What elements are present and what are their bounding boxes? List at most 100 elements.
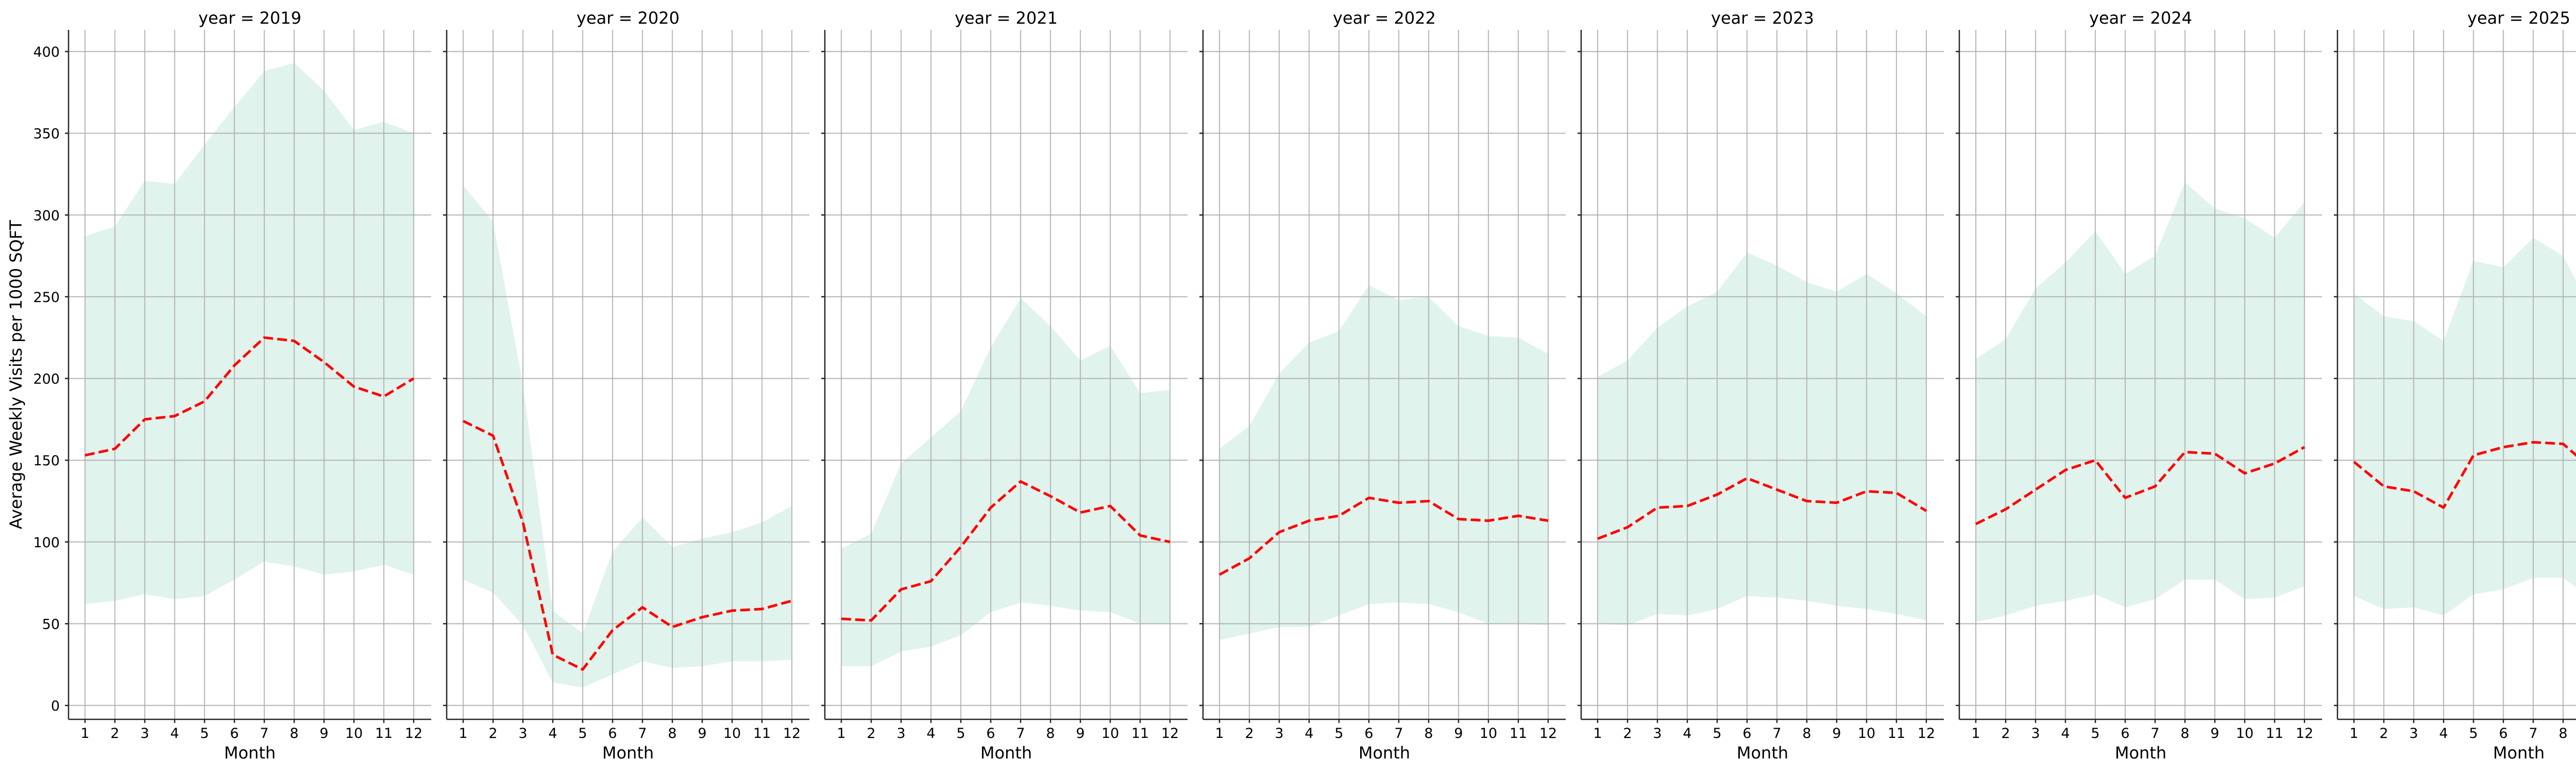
- percentile-band: [1976, 182, 2304, 622]
- grid-lines: [1581, 30, 1944, 719]
- x-tick-label: 8: [290, 726, 298, 742]
- x-tick-label: 3: [1275, 726, 1283, 742]
- panel-title: year = 2022: [1333, 8, 1436, 28]
- x-tick-label: 1: [2349, 726, 2358, 742]
- x-tick-label: 4: [1304, 726, 1313, 742]
- x-axis-label: Month: [602, 743, 654, 763]
- grid-lines: [69, 30, 431, 719]
- x-tick-label: 12: [1161, 726, 1179, 742]
- x-tick-label: 5: [2091, 726, 2099, 742]
- median-line: [1218, 496, 1549, 576]
- panel-title: year = 2019: [198, 8, 301, 28]
- x-tick-label: 10: [723, 726, 741, 742]
- x-tick-label: 6: [608, 726, 617, 742]
- x-tick-label: 1: [1215, 726, 1224, 742]
- x-tick-label: 4: [926, 726, 935, 742]
- x-tick-label: 3: [896, 726, 905, 742]
- x-tick-label: 2: [867, 726, 875, 742]
- grid-lines: [825, 30, 1188, 719]
- x-tick-label: 3: [518, 726, 527, 742]
- x-tick-label: 12: [405, 726, 422, 742]
- percentile-band: [85, 63, 414, 604]
- x-tick-label: 10: [1858, 726, 1875, 742]
- x-tick-label: 12: [1539, 726, 1557, 742]
- x-tick-label: 3: [2409, 726, 2418, 742]
- x-tick-label: 8: [1046, 726, 1055, 742]
- x-tick-label: 9: [1454, 726, 1463, 742]
- x-tick-label: 9: [1076, 726, 1084, 742]
- x-tick-label: 7: [2529, 726, 2537, 742]
- y-axis-label: Average Weekly Visits per 1000 SQFT: [6, 220, 26, 529]
- x-tick-label: 11: [2266, 726, 2283, 742]
- x-tick-label: 3: [140, 726, 149, 742]
- median-line: [2353, 441, 2576, 509]
- x-tick-label: 8: [2180, 726, 2189, 742]
- x-axis-label: Month: [2115, 743, 2166, 763]
- x-tick-label: 6: [1742, 726, 1751, 742]
- x-tick-label: 7: [638, 726, 647, 742]
- y-tick-label: 100: [33, 535, 60, 551]
- x-tick-label: 5: [2469, 726, 2478, 742]
- x-tick-label: 12: [2296, 726, 2313, 742]
- x-tick-label: 8: [1424, 726, 1433, 742]
- x-tick-label: 7: [2150, 726, 2159, 742]
- x-tick-label: 2: [110, 726, 119, 742]
- percentile-band: [463, 186, 792, 688]
- x-tick-label: 10: [1101, 726, 1119, 742]
- x-tick-label: 6: [986, 726, 995, 742]
- x-tick-label: 9: [1832, 726, 1841, 742]
- x-tick-label: 12: [783, 726, 801, 742]
- x-tick-label: 5: [956, 726, 965, 742]
- median-line: [841, 480, 1171, 622]
- x-tick-label: 8: [668, 726, 676, 742]
- x-tick-label: 4: [2061, 726, 2070, 742]
- x-tick-label: 4: [548, 726, 557, 742]
- x-axis-label: Month: [1359, 743, 1410, 763]
- x-tick-label: 11: [1888, 726, 1905, 742]
- x-tick-label: 9: [2210, 726, 2219, 742]
- y-tick-label: 350: [33, 126, 60, 142]
- median-line: [1975, 446, 2306, 526]
- x-tick-label: 11: [753, 726, 771, 742]
- x-tick-label: 10: [2236, 726, 2253, 742]
- x-tick-label: 2: [1245, 726, 1253, 742]
- x-tick-label: 4: [1683, 726, 1691, 742]
- x-tick-label: 11: [375, 726, 393, 742]
- x-axis-label: Month: [224, 743, 276, 763]
- y-tick-label: 0: [51, 698, 60, 714]
- percentile-band: [1598, 252, 1926, 626]
- grid-lines: [1959, 30, 2322, 719]
- x-tick-label: 5: [1334, 726, 1343, 742]
- median-line: [462, 419, 792, 671]
- x-tick-label: 2: [2001, 726, 2010, 742]
- median-line: [1597, 477, 1927, 540]
- percentile-band: [1219, 285, 1548, 641]
- x-tick-label: 3: [2031, 726, 2040, 742]
- x-tick-label: 9: [698, 726, 706, 742]
- grid-lines: [447, 30, 809, 719]
- panel-title: year = 2021: [955, 8, 1058, 28]
- x-tick-label: 10: [345, 726, 363, 742]
- x-tick-label: 2: [2379, 726, 2388, 742]
- x-tick-label: 1: [837, 726, 845, 742]
- y-tick-label: 250: [33, 290, 60, 306]
- x-tick-label: 6: [2121, 726, 2129, 742]
- grid-lines: [1203, 30, 1566, 719]
- panel-title: year = 2025: [2467, 8, 2570, 28]
- x-tick-label: 5: [578, 726, 587, 742]
- x-tick-label: 8: [1802, 726, 1811, 742]
- y-tick-label: 150: [33, 453, 60, 469]
- x-tick-label: 1: [459, 726, 467, 742]
- x-tick-label: 4: [170, 726, 179, 742]
- percentile-band: [841, 298, 1170, 666]
- percentile-band: [2354, 238, 2576, 616]
- x-tick-label: 9: [319, 726, 328, 742]
